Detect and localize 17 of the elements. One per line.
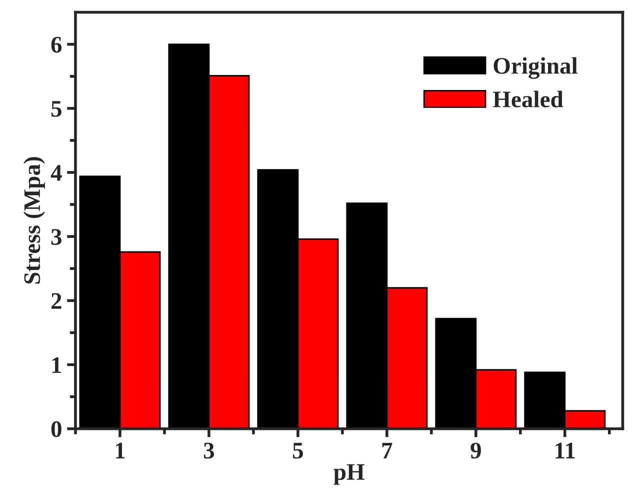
x-tick-label: 7 [382, 442, 392, 458]
x-tick-label: 1 [116, 442, 125, 458]
x-tick-label: 3 [204, 442, 214, 459]
y-tick-label: 6 [51, 36, 62, 53]
y-tick-label: 1 [52, 357, 62, 373]
y-tick-label: 2 [51, 293, 62, 309]
legend-label: Healed [492, 90, 564, 108]
legend-label: Original [494, 57, 578, 79]
x-tick-label: 11 [556, 442, 575, 458]
x-axis-title: pH [334, 464, 364, 485]
x-tick-label: 5 [292, 442, 303, 459]
y-tick-label: 3 [51, 229, 62, 245]
y-axis-title: Stress (Mpa) [24, 157, 45, 284]
y-tick-label: 0 [51, 421, 62, 438]
x-tick-label: 9 [470, 442, 481, 459]
y-tick-label: 5 [51, 101, 62, 117]
y-tick-label: 4 [50, 165, 62, 181]
